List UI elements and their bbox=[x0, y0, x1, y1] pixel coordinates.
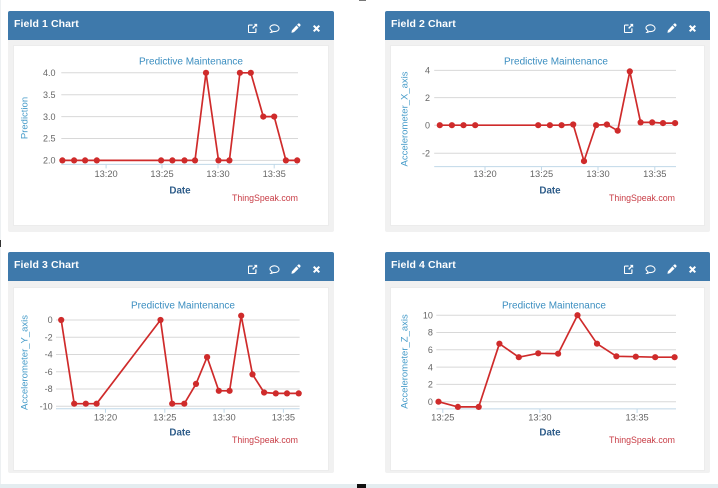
svg-text:ThingSpeak.com: ThingSpeak.com bbox=[609, 435, 675, 445]
svg-text:2: 2 bbox=[425, 93, 430, 103]
svg-text:4: 4 bbox=[428, 362, 433, 372]
svg-text:2.0: 2.0 bbox=[43, 156, 56, 166]
svg-text:Accelerometer_X_axis: Accelerometer_X_axis bbox=[400, 71, 411, 166]
svg-text:13:20: 13:20 bbox=[473, 169, 496, 179]
svg-text:2: 2 bbox=[428, 379, 433, 389]
svg-text:13:25: 13:25 bbox=[530, 169, 553, 179]
svg-text:13:30: 13:30 bbox=[212, 412, 235, 422]
svg-text:Predictive Maintenance: Predictive Maintenance bbox=[502, 300, 606, 311]
svg-text:2.5: 2.5 bbox=[43, 134, 56, 144]
svg-text:6: 6 bbox=[428, 345, 433, 355]
svg-text:Date: Date bbox=[169, 186, 191, 197]
svg-text:ThingSpeak.com: ThingSpeak.com bbox=[232, 435, 298, 445]
svg-text:-4: -4 bbox=[45, 349, 53, 359]
svg-text:0: 0 bbox=[48, 315, 53, 325]
svg-text:13:35: 13:35 bbox=[643, 169, 666, 179]
svg-text:-2: -2 bbox=[422, 148, 430, 158]
svg-text:13:35: 13:35 bbox=[263, 169, 286, 179]
svg-text:-6: -6 bbox=[45, 367, 53, 377]
svg-text:13:30: 13:30 bbox=[528, 412, 551, 422]
svg-text:0: 0 bbox=[428, 396, 433, 406]
svg-text:13:25: 13:25 bbox=[153, 412, 176, 422]
svg-text:13:30: 13:30 bbox=[206, 169, 229, 179]
svg-text:-8: -8 bbox=[45, 384, 53, 394]
svg-text:Date: Date bbox=[169, 427, 191, 438]
svg-text:4.0: 4.0 bbox=[43, 68, 56, 78]
svg-text:0: 0 bbox=[425, 120, 430, 130]
svg-text:Date: Date bbox=[539, 427, 561, 438]
svg-text:13:30: 13:30 bbox=[586, 169, 609, 179]
svg-text:Predictive Maintenance: Predictive Maintenance bbox=[131, 300, 235, 311]
svg-text:13:25: 13:25 bbox=[431, 412, 454, 422]
svg-text:3.0: 3.0 bbox=[43, 112, 56, 122]
svg-text:10: 10 bbox=[423, 310, 433, 320]
svg-text:-10: -10 bbox=[40, 401, 53, 411]
svg-text:Accelerometer_Z_axis: Accelerometer_Z_axis bbox=[400, 313, 411, 408]
svg-text:Predictive Maintenance: Predictive Maintenance bbox=[139, 57, 243, 68]
svg-text:13:20: 13:20 bbox=[94, 412, 117, 422]
svg-text:Prediction: Prediction bbox=[20, 97, 31, 139]
svg-text:ThingSpeak.com: ThingSpeak.com bbox=[609, 193, 675, 203]
svg-text:13:35: 13:35 bbox=[625, 412, 648, 422]
svg-text:4: 4 bbox=[425, 66, 430, 76]
svg-text:Date: Date bbox=[539, 186, 561, 197]
svg-text:3.5: 3.5 bbox=[43, 90, 56, 100]
svg-text:Accelerometer_Y_axis: Accelerometer_Y_axis bbox=[20, 314, 31, 409]
svg-text:13:20: 13:20 bbox=[94, 169, 117, 179]
svg-text:Predictive Maintenance: Predictive Maintenance bbox=[504, 57, 608, 68]
svg-text:ThingSpeak.com: ThingSpeak.com bbox=[232, 193, 298, 203]
svg-text:8: 8 bbox=[428, 327, 433, 337]
svg-text:-2: -2 bbox=[45, 332, 53, 342]
svg-text:13:35: 13:35 bbox=[272, 412, 295, 422]
svg-text:13:25: 13:25 bbox=[150, 169, 173, 179]
